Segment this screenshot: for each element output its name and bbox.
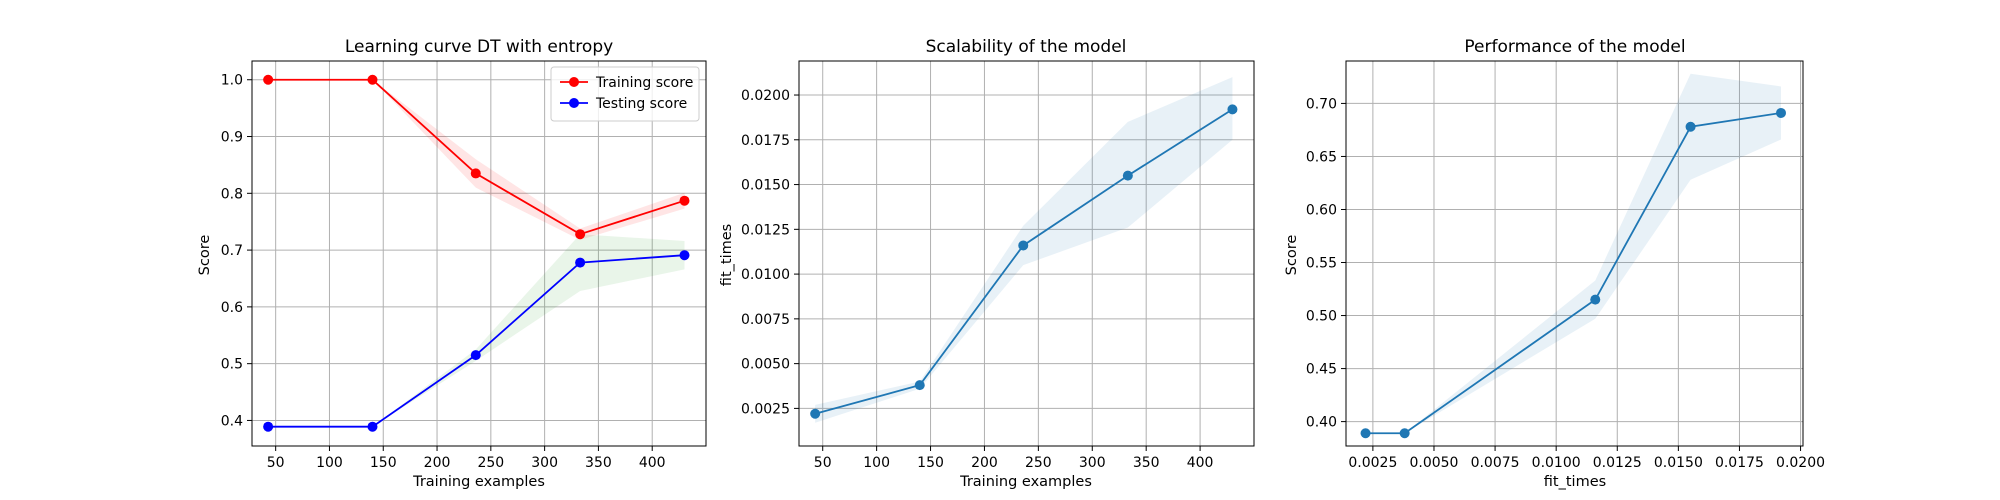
y-tick-label: 0.8 [221,186,243,202]
data-point [575,257,586,268]
x-tick-label: 150 [917,455,944,471]
x-tick-label: 0.0150 [1654,455,1703,471]
x-tick-label: 50 [267,455,285,471]
x-tick-label: 200 [971,455,998,471]
x-tick-label: 0.0075 [1471,455,1520,471]
performance-panel: Performance of the model fit_times Score… [1284,37,1825,490]
data-point [679,250,690,261]
y-tick-label: 0.5 [221,357,243,373]
y-tick-label: 0.45 [1306,362,1337,378]
x-axis-label: fit_times [1544,474,1606,490]
y-tick-label: 0.50 [1306,309,1337,325]
x-tick-label: 100 [863,455,890,471]
x-tick-label: 350 [585,455,612,471]
legend-marker [569,77,579,87]
data-point [1227,104,1238,115]
legend: Training score Testing score [550,66,700,122]
legend-marker [569,98,579,108]
x-axis-label: Training examples [412,474,545,490]
chart-title: Scalability of the model [926,37,1127,57]
y-tick-label: 0.0100 [741,267,790,283]
x-tick-label: 350 [1133,455,1160,471]
chart-title: Learning curve DT with entropy [345,37,613,57]
legend-label: Training score [595,75,693,91]
data-point [1399,428,1410,439]
confidence-band [1365,73,1782,434]
y-axis-label: Score [197,235,213,276]
x-tick-label: 250 [477,455,504,471]
grid [252,61,706,446]
y-tick-label: 0.0175 [741,133,790,149]
data-point [367,421,378,432]
y-tick-label: 0.70 [1306,96,1337,112]
x-tick-label: 200 [424,455,451,471]
y-tick-label: 0.55 [1306,256,1337,272]
x-tick-label: 300 [531,455,558,471]
data-point [1360,428,1371,439]
x-tick-label: 0.0200 [1776,455,1825,471]
x-tick-label: 0.0050 [1409,455,1458,471]
y-tick-label: 0.0050 [741,357,790,373]
plot-frame [798,60,1255,447]
learning-curve-panel: Learning curve DT with entropy Training … [197,37,707,490]
data-point [810,408,821,419]
y-tick-label: 0.0125 [741,222,790,238]
data-point [1018,240,1029,251]
x-tick-label: 50 [814,455,832,471]
data-point [1776,107,1787,118]
x-tick-label: 150 [370,455,397,471]
y-tick-label: 0.0075 [741,312,790,328]
data-point [367,74,378,85]
x-tick-label: 0.0100 [1532,455,1581,471]
data-point [1685,121,1696,132]
chart-title: Performance of the model [1464,37,1685,57]
y-tick-label: 0.7 [221,243,243,259]
scalability-panel: Scalability of the model Training exampl… [719,37,1255,490]
grid [799,61,1254,446]
y-tick-label: 0.4 [221,413,243,429]
data-point [263,421,274,432]
data-point [470,350,481,361]
x-axis-label: Training examples [959,474,1092,490]
legend-box [550,66,700,122]
y-tick-label: 0.65 [1306,149,1337,165]
data-point [470,168,481,179]
x-tick-label: 0.0175 [1715,455,1764,471]
y-axis-label: fit_times [719,224,735,286]
data-point [1122,170,1133,181]
x-tick-label: 100 [316,455,343,471]
x-tick-label: 300 [1079,455,1106,471]
data-point [1590,294,1601,305]
x-tick-label: 0.0125 [1593,455,1642,471]
y-tick-label: 1.0 [221,73,243,89]
data-point [679,195,690,206]
plot-frame [251,60,707,447]
y-tick-label: 0.0150 [741,178,790,194]
x-tick-label: 400 [1187,455,1214,471]
data-point [575,229,586,240]
x-tick-label: 250 [1025,455,1052,471]
plot-frame [1345,60,1804,447]
y-axis-label: Score [1284,235,1300,276]
data-point [263,74,274,85]
data-point [914,380,925,391]
y-tick-label: 0.40 [1306,415,1337,431]
confidence-band [268,79,685,240]
y-tick-label: 0.0025 [741,401,790,417]
y-tick-label: 0.0200 [741,88,790,104]
y-tick-label: 0.60 [1306,202,1337,218]
grid [1346,61,1803,446]
legend-label: Testing score [595,96,687,112]
x-tick-label: 0.0025 [1348,455,1397,471]
confidence-band [268,234,685,427]
x-tick-label: 400 [639,455,666,471]
y-tick-label: 0.6 [221,300,243,316]
y-tick-label: 0.9 [221,130,243,146]
